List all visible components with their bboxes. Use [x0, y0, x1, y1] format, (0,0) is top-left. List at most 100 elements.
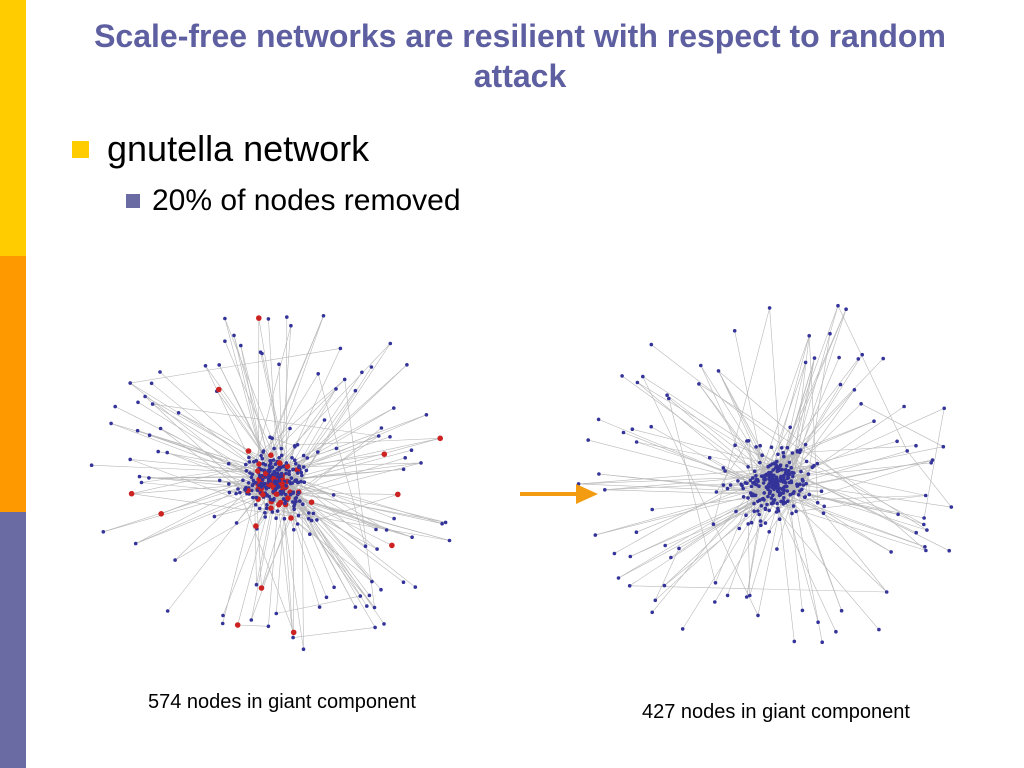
network-node [260, 351, 264, 356]
network-node [769, 445, 774, 449]
network-node [297, 465, 301, 470]
network-node [217, 363, 221, 367]
network-node [282, 516, 287, 521]
network-node [176, 411, 181, 415]
network-node [772, 473, 776, 478]
network-node [273, 462, 278, 466]
network-node [294, 496, 298, 500]
network-node [758, 460, 762, 465]
network-node [227, 482, 231, 486]
removed-node [389, 542, 395, 549]
accent-bar-purple [0, 512, 26, 768]
network-edge [255, 482, 311, 535]
network-node [89, 463, 94, 467]
network-edge [668, 398, 766, 481]
network-node [296, 513, 301, 518]
network-node [662, 583, 667, 588]
network-node [905, 449, 909, 453]
network-node [597, 472, 601, 476]
network-edge [240, 345, 275, 482]
network-node [113, 404, 117, 409]
network-node [780, 487, 785, 492]
network-node [261, 450, 265, 454]
network-node [834, 629, 838, 634]
network-node [815, 461, 820, 466]
bullet-level-1: gnutella network [72, 128, 369, 170]
network-node [307, 511, 311, 515]
network-node [285, 315, 289, 319]
network-edge [786, 474, 803, 611]
network-node [311, 511, 316, 516]
network-edge [205, 365, 268, 496]
network-node [785, 489, 790, 493]
network-node [419, 461, 423, 465]
network-node [798, 489, 802, 493]
caption-before: 574 nodes in giant component [148, 691, 416, 713]
removed-node [268, 452, 274, 458]
network-node [665, 393, 669, 397]
network-node [732, 329, 737, 333]
network-node [750, 493, 754, 498]
network-node [317, 605, 322, 609]
network-node [287, 472, 291, 477]
network-node [300, 473, 304, 478]
network-node [332, 585, 336, 590]
network-node [929, 461, 933, 465]
network-node [274, 611, 279, 616]
network-edge [595, 483, 777, 536]
network-node [388, 341, 393, 346]
network-node [741, 486, 745, 491]
network-node [221, 613, 225, 618]
network-node [301, 453, 306, 458]
network-node [746, 496, 750, 500]
network-node [301, 647, 306, 651]
network-node [784, 484, 788, 489]
network-edge [149, 434, 266, 474]
network-node [302, 480, 307, 484]
network-node [288, 492, 293, 497]
network-edge [754, 427, 791, 485]
network-edge [152, 403, 379, 437]
network-nodes [576, 303, 954, 644]
network-node [291, 490, 296, 494]
network-node [630, 427, 635, 431]
network-node [635, 380, 640, 385]
network-node [291, 635, 295, 640]
network-edge [263, 379, 345, 464]
network-node [277, 362, 281, 367]
network-node [754, 445, 758, 449]
network-edge [804, 474, 809, 497]
network-node [782, 475, 786, 479]
network-node [244, 462, 248, 467]
removed-node [234, 622, 241, 628]
network-node [721, 466, 726, 470]
network-node [800, 608, 805, 613]
network-node [807, 334, 811, 338]
removed-node [268, 482, 274, 488]
network-node [782, 496, 786, 500]
network-edge [604, 482, 755, 491]
network-edge [167, 452, 303, 505]
bullet-text: gnutella network [107, 128, 370, 169]
network-node [798, 448, 803, 452]
removed-node [260, 491, 266, 498]
network-edge [214, 462, 422, 517]
network-node [734, 509, 738, 514]
network-node [753, 482, 757, 486]
network-node [223, 316, 227, 321]
network-node [844, 307, 848, 311]
network-node [291, 500, 295, 504]
network-node [752, 469, 757, 473]
network-edge [295, 497, 335, 588]
network-nodes [89, 314, 452, 651]
network-node [375, 547, 379, 551]
network-node [819, 489, 824, 493]
network-edge [218, 389, 279, 475]
network-node [165, 609, 170, 613]
network-node [288, 481, 293, 486]
network-node [253, 503, 258, 507]
network-edge [755, 464, 777, 481]
network-edge [906, 450, 952, 508]
network-node [292, 527, 296, 532]
network-node [766, 494, 770, 499]
